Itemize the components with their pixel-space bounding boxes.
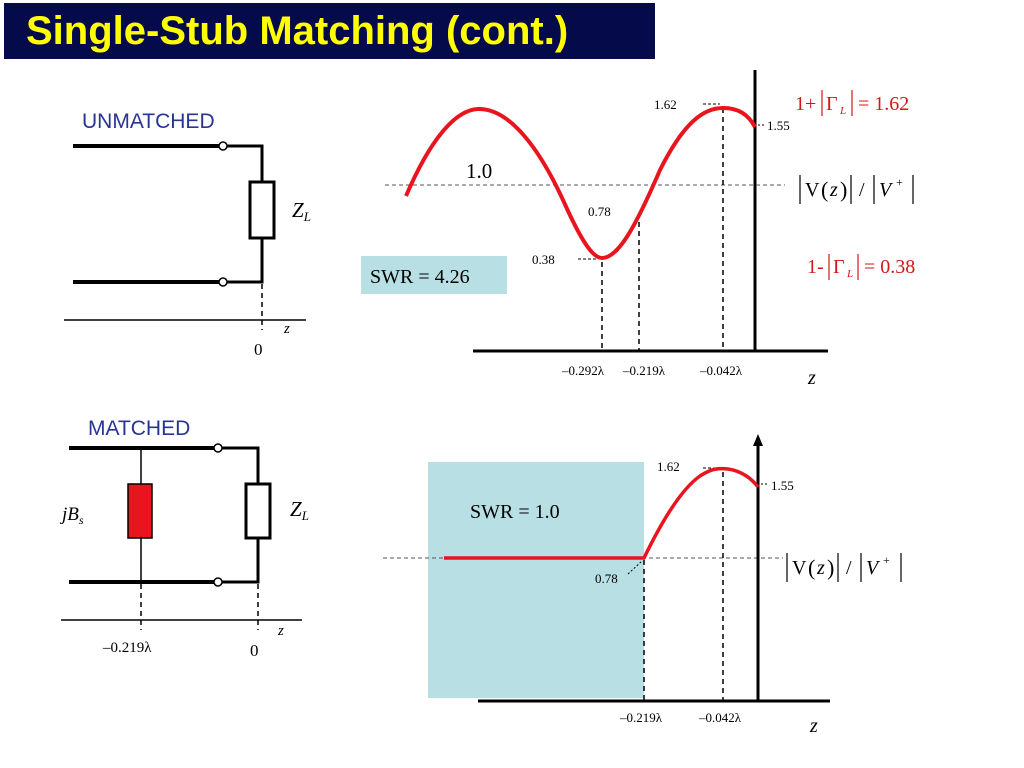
matched-heading: MATCHED	[88, 417, 190, 440]
xtick-label-2: –0.042λ	[699, 363, 743, 378]
svg-text:1-: 1-	[807, 256, 824, 278]
unity-label: 1.0	[466, 159, 492, 183]
load-wire-top	[227, 144, 264, 182]
svg-text:/: /	[846, 557, 852, 579]
z-axis-label: z	[809, 715, 818, 737]
mid-tick	[627, 560, 643, 575]
bottom-plot: SWR = 1.0 1.62 1.55 0.78 –0.219λ –0.042λ…	[383, 434, 902, 737]
load-resistor	[248, 180, 276, 240]
swr-box	[428, 462, 644, 698]
load-wire-top	[222, 446, 260, 484]
svg-text:/: /	[859, 179, 865, 201]
y-axis-label: V ( z ) / V +	[799, 175, 914, 204]
xtick-label-0: –0.292λ	[561, 363, 605, 378]
xtick-label-0: –0.219λ	[619, 710, 663, 725]
svg-text:1+: 1+	[795, 93, 816, 115]
svg-text:= 0.38: = 0.38	[864, 256, 915, 278]
xtick-label-1: –0.219λ	[622, 363, 666, 378]
title-bar: Single-Stub Matching (cont.)	[4, 3, 655, 59]
end-value-label: 1.55	[771, 478, 794, 493]
zero-label: 0	[254, 340, 263, 359]
svg-text:L: L	[846, 268, 853, 280]
mid-value-label: 0.78	[588, 204, 611, 219]
svg-text:): )	[827, 555, 834, 580]
svg-text:V: V	[866, 557, 881, 579]
max-formula: 1+ Γ L = 1.62	[795, 90, 909, 117]
z-axis-label: z	[807, 367, 816, 389]
load-resistor	[244, 482, 272, 540]
slide-title: Single-Stub Matching (cont.)	[26, 9, 569, 53]
svg-text:V: V	[792, 557, 807, 579]
top-terminal	[218, 141, 228, 151]
svg-text:Γ: Γ	[826, 93, 838, 115]
swr-label: SWR = 1.0	[470, 501, 560, 523]
svg-text:+: +	[896, 175, 903, 189]
min-value-label: 0.38	[532, 252, 555, 267]
zero-label: 0	[250, 641, 259, 660]
unmatched-circuit: UNMATCHED ZL z 0	[64, 110, 311, 359]
y-axis-label: V ( z ) / V +	[786, 553, 902, 582]
z-axis-label: z	[283, 321, 290, 337]
max-value-label: 1.62	[654, 97, 677, 112]
y-axis-arrow	[753, 434, 763, 446]
bottom-terminal	[218, 277, 228, 287]
load-label: ZL	[292, 198, 311, 224]
svg-text:= 1.62: = 1.62	[858, 93, 909, 115]
unmatched-heading: UNMATCHED	[82, 110, 215, 133]
svg-text:): )	[840, 177, 847, 202]
svg-text:+: +	[883, 553, 890, 567]
swr-label: SWR = 4.26	[370, 266, 470, 288]
load-wire-bottom	[222, 538, 260, 584]
svg-text:(: (	[808, 555, 815, 580]
svg-text:(: (	[821, 177, 828, 202]
voltage-curve	[444, 466, 760, 560]
svg-text:z: z	[829, 179, 838, 201]
stub-label: jBs	[59, 504, 84, 527]
svg-text:z: z	[816, 557, 825, 579]
max-value-label: 1.62	[657, 459, 680, 474]
svg-text:V: V	[879, 179, 894, 201]
top-plot: 1.0 1.62 1.55 0.78 0.38 SWR = 4.26 –0.29…	[361, 70, 915, 389]
stub-position-label: –0.219λ	[102, 640, 152, 656]
svg-text:L: L	[839, 105, 846, 117]
load-wire-bottom	[227, 238, 264, 284]
svg-text:Γ: Γ	[833, 256, 845, 278]
matched-circuit: MATCHED jBs ZL z 0 –0.219λ	[59, 417, 309, 660]
xtick-label-1: –0.042λ	[698, 710, 742, 725]
z-axis-label: z	[277, 623, 284, 639]
end-value-label: 1.55	[767, 118, 790, 133]
bottom-terminal	[213, 577, 223, 587]
voltage-curve	[404, 105, 757, 261]
load-label: ZL	[290, 497, 309, 523]
svg-text:V: V	[805, 179, 820, 201]
mid-value-label: 0.78	[595, 571, 618, 586]
min-formula: 1- Γ L = 0.38	[807, 254, 915, 280]
top-terminal	[213, 443, 223, 453]
swr-box	[361, 256, 507, 294]
stub-susceptance	[127, 483, 153, 539]
